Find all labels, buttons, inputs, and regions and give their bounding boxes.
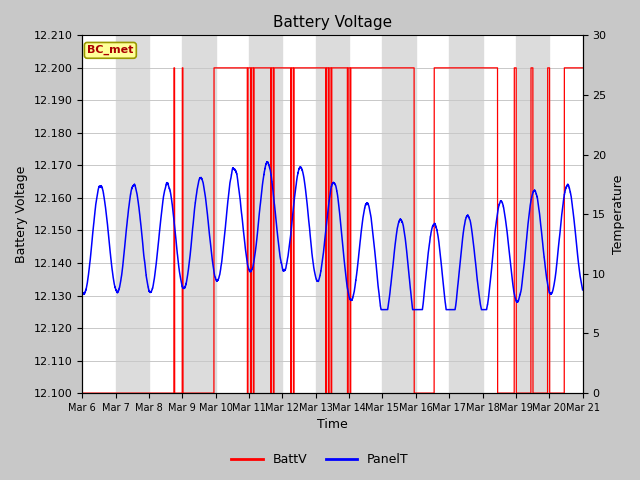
Bar (316, 36, 349, 393)
Bar (383, 36, 416, 393)
Bar (115, 36, 149, 393)
Bar (182, 36, 216, 393)
Title: Battery Voltage: Battery Voltage (273, 15, 392, 30)
Bar (249, 36, 282, 393)
Bar (516, 36, 549, 393)
Y-axis label: Temperature: Temperature (612, 175, 625, 254)
X-axis label: Time: Time (317, 419, 348, 432)
Text: BC_met: BC_met (87, 45, 134, 56)
Bar (449, 36, 483, 393)
Y-axis label: Battery Voltage: Battery Voltage (15, 166, 28, 263)
Legend: BattV, PanelT: BattV, PanelT (227, 448, 413, 471)
